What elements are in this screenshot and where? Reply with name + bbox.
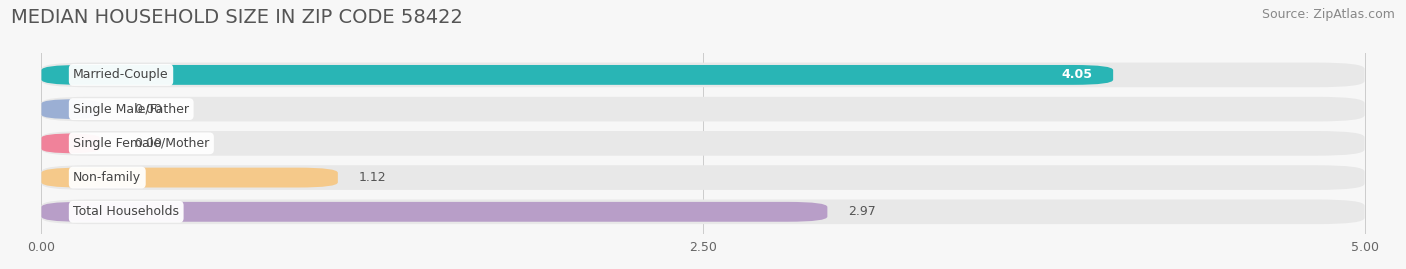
FancyBboxPatch shape: [41, 200, 1365, 224]
Text: 4.05: 4.05: [1062, 68, 1092, 82]
FancyBboxPatch shape: [41, 65, 1114, 85]
Text: Source: ZipAtlas.com: Source: ZipAtlas.com: [1261, 8, 1395, 21]
Text: Total Households: Total Households: [73, 205, 179, 218]
FancyBboxPatch shape: [41, 165, 1365, 190]
FancyBboxPatch shape: [41, 131, 1365, 156]
FancyBboxPatch shape: [41, 63, 1365, 87]
Text: Single Male/Father: Single Male/Father: [73, 103, 190, 116]
Text: 2.97: 2.97: [849, 205, 876, 218]
FancyBboxPatch shape: [41, 99, 100, 119]
Text: Single Female/Mother: Single Female/Mother: [73, 137, 209, 150]
FancyBboxPatch shape: [41, 97, 1365, 121]
FancyBboxPatch shape: [41, 168, 337, 187]
Text: Married-Couple: Married-Couple: [73, 68, 169, 82]
FancyBboxPatch shape: [41, 133, 100, 153]
Text: MEDIAN HOUSEHOLD SIZE IN ZIP CODE 58422: MEDIAN HOUSEHOLD SIZE IN ZIP CODE 58422: [11, 8, 463, 27]
Text: Non-family: Non-family: [73, 171, 142, 184]
Text: 1.12: 1.12: [359, 171, 387, 184]
Text: 0.00: 0.00: [134, 103, 162, 116]
FancyBboxPatch shape: [41, 202, 827, 222]
Text: 0.00: 0.00: [134, 137, 162, 150]
